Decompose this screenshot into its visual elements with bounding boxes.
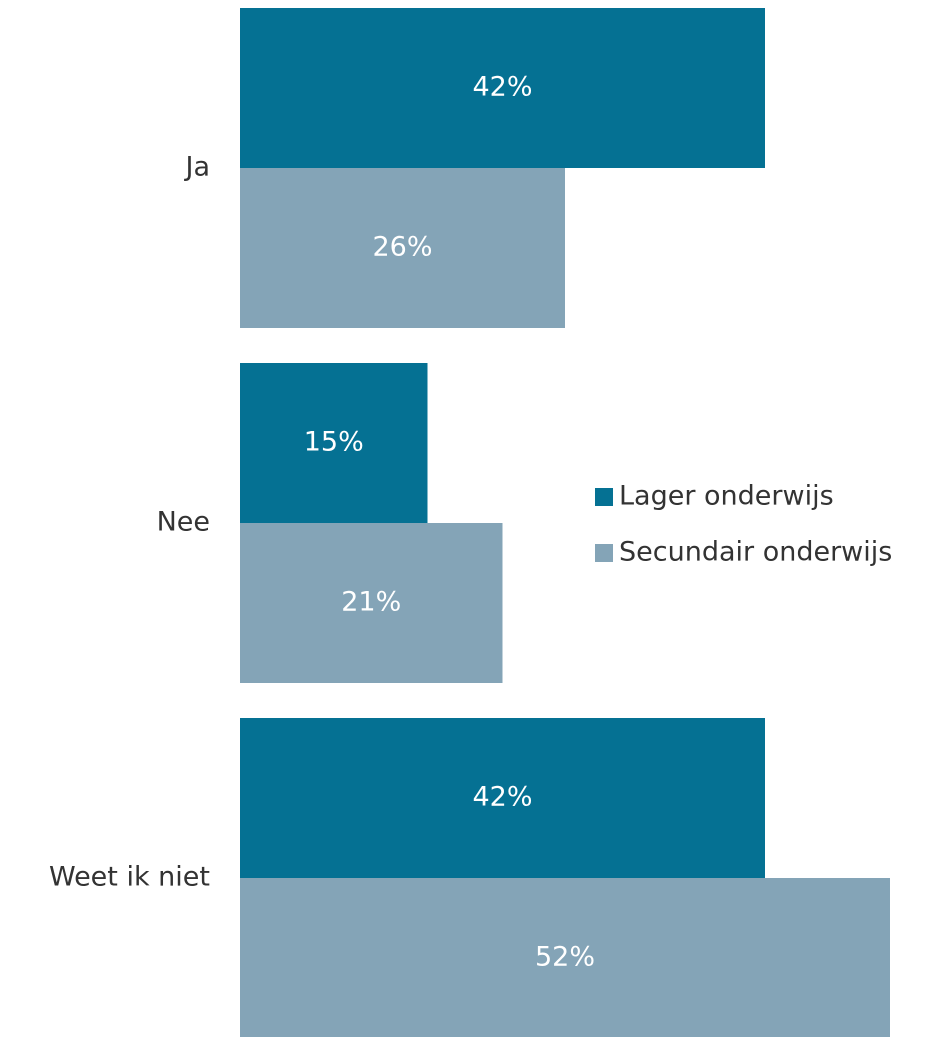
value-label: 42% xyxy=(472,782,532,813)
category-label: Weet ik niet xyxy=(49,862,210,893)
value-label: 21% xyxy=(341,587,401,618)
legend-swatch xyxy=(595,544,613,562)
bar xyxy=(240,878,890,1037)
value-label: 26% xyxy=(372,232,432,263)
value-label: 42% xyxy=(472,72,532,103)
value-label: 15% xyxy=(304,427,364,458)
category-label: Nee xyxy=(157,507,210,538)
legend-swatch xyxy=(595,488,613,506)
legend-label: Lager onderwijs xyxy=(619,481,834,512)
legend-label: Secundair onderwijs xyxy=(619,537,892,568)
bar xyxy=(240,168,565,328)
bar xyxy=(240,718,765,878)
bar xyxy=(240,8,765,168)
category-label: Ja xyxy=(183,152,210,183)
bar xyxy=(240,363,428,523)
bar xyxy=(240,523,503,683)
value-label: 52% xyxy=(535,942,595,973)
